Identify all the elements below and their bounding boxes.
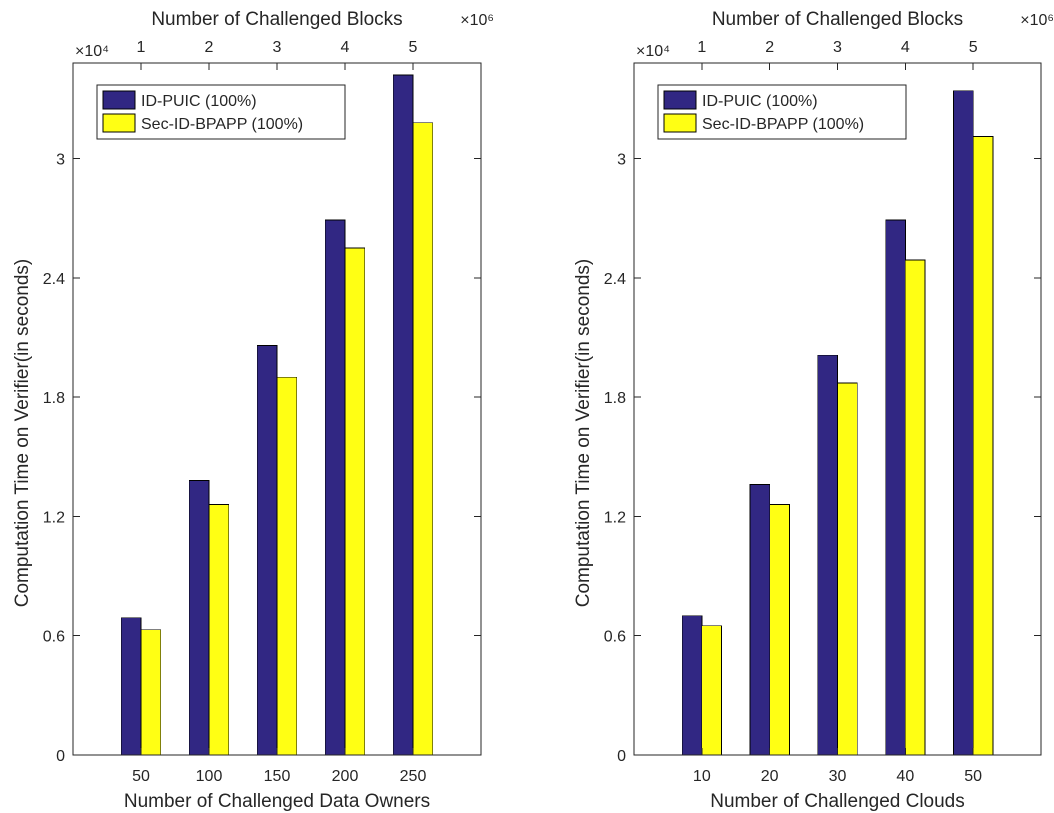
top-x-exponent-label: ×10⁶ xyxy=(460,12,494,29)
y-tick-label: 0.6 xyxy=(604,629,626,646)
legend-label-id-puic: ID-PUIC (100%) xyxy=(702,93,818,110)
bar-sec-id-bpapp-250 xyxy=(412,122,434,756)
legend: ID-PUIC (100%) Sec-ID-BPAPP (100%) xyxy=(96,84,346,140)
legend: ID-PUIC (100%) Sec-ID-BPAPP (100%) xyxy=(657,84,907,140)
x-tick-label: 50 xyxy=(132,768,150,785)
legend-swatch-sec-id-bpapp xyxy=(663,113,697,133)
bar-id-puic-150 xyxy=(256,344,278,756)
bar-id-puic-30 xyxy=(817,354,838,756)
y-axis-title: Computation Time on Verifier(in seconds) xyxy=(12,259,33,608)
legend-label-id-puic: ID-PUIC (100%) xyxy=(141,93,257,110)
x-tick-label: 10 xyxy=(693,768,711,785)
bar-sec-id-bpapp-200 xyxy=(344,247,366,756)
bar-id-puic-10 xyxy=(681,615,703,756)
y-tick-label: 1.8 xyxy=(604,390,626,407)
top-x-tick-label: 4 xyxy=(901,39,910,56)
top-x-tick-label: 3 xyxy=(273,39,282,56)
chart-panel-1: 0 0.6 1.2 1.8 2.4 3 50 100 150 200 250 1 2 3 4 5 Number … xyxy=(12,9,494,812)
x-tick-label: 20 xyxy=(761,768,779,785)
bar-id-puic-40 xyxy=(885,219,906,756)
top-x-tick-label: 1 xyxy=(137,39,146,56)
y-tick-label: 1.8 xyxy=(43,390,65,407)
y-tick-label: 1.2 xyxy=(604,509,626,526)
legend-box xyxy=(657,84,907,140)
top-x-exponent-label: ×10⁶ xyxy=(1020,12,1054,29)
y-tick-label: 2.4 xyxy=(43,271,65,288)
legend-swatch-sec-id-bpapp xyxy=(102,113,136,133)
bar-id-puic-20 xyxy=(749,484,771,756)
x-tick-label: 30 xyxy=(829,768,847,785)
bar-id-puic-250 xyxy=(392,74,414,756)
legend-label-sec-id-bpapp: Sec-ID-BPAPP (100%) xyxy=(702,116,864,133)
y-exponent-label: ×10⁴ xyxy=(636,43,670,60)
y-tick-label: 3 xyxy=(617,151,626,168)
bar-sec-id-bpapp-40 xyxy=(904,259,926,756)
top-x-tick-label: 4 xyxy=(341,39,350,56)
bar-sec-id-bpapp-100 xyxy=(208,503,230,756)
top-x-tick-label: 2 xyxy=(765,39,774,56)
x-axis-title: Number of Challenged Data Owners xyxy=(124,791,430,812)
x-tick-label: 40 xyxy=(896,768,914,785)
y-exponent-label: ×10⁴ xyxy=(75,43,109,60)
x-tick-label: 50 xyxy=(964,768,982,785)
top-x-axis-title: Number of Challenged Blocks xyxy=(151,9,402,30)
y-tick-label: 1.2 xyxy=(43,509,65,526)
bar-id-puic-50 xyxy=(953,90,974,756)
bar-id-puic-200 xyxy=(324,219,346,756)
bar-sec-id-bpapp-30 xyxy=(837,382,858,756)
top-x-tick-label: 5 xyxy=(409,39,418,56)
top-x-tick-label: 2 xyxy=(205,39,214,56)
legend-box xyxy=(96,84,346,140)
legend-swatch-id-puic xyxy=(102,90,136,110)
x-axis-title: Number of Challenged Clouds xyxy=(710,791,965,812)
top-x-tick-label: 5 xyxy=(969,39,978,56)
top-x-tick-label: 3 xyxy=(833,39,842,56)
bar-sec-id-bpapp-20 xyxy=(769,503,790,756)
y-tick-label: 2.4 xyxy=(604,271,626,288)
y-tick-label: 0 xyxy=(617,748,626,765)
bar-sec-id-bpapp-10 xyxy=(701,625,722,756)
top-x-axis-title: Number of Challenged Blocks xyxy=(712,9,963,30)
legend-label-sec-id-bpapp: Sec-ID-BPAPP (100%) xyxy=(141,116,303,133)
bar-sec-id-bpapp-150 xyxy=(276,376,298,756)
y-axis-title: Computation Time on Verifier(in seconds) xyxy=(573,259,594,608)
x-tick-label: 250 xyxy=(400,768,427,785)
top-x-tick-label: 1 xyxy=(697,39,706,56)
bar-sec-id-bpapp-50 xyxy=(140,629,162,756)
bar-sec-id-bpapp-50 xyxy=(972,136,994,756)
legend-swatch-id-puic xyxy=(663,90,697,110)
y-tick-label: 3 xyxy=(56,151,65,168)
x-tick-label: 100 xyxy=(196,768,223,785)
bar-id-puic-50 xyxy=(120,617,142,756)
y-tick-label: 0 xyxy=(56,748,65,765)
chart-panel-2: 0 0.6 1.2 1.8 2.4 3 10 20 30 40 50 1 2 3 4 5 Number of C… xyxy=(573,9,1054,812)
x-tick-label: 150 xyxy=(264,768,291,785)
x-tick-label: 200 xyxy=(332,768,359,785)
bar-id-puic-100 xyxy=(188,480,210,756)
y-tick-label: 0.6 xyxy=(43,629,65,646)
